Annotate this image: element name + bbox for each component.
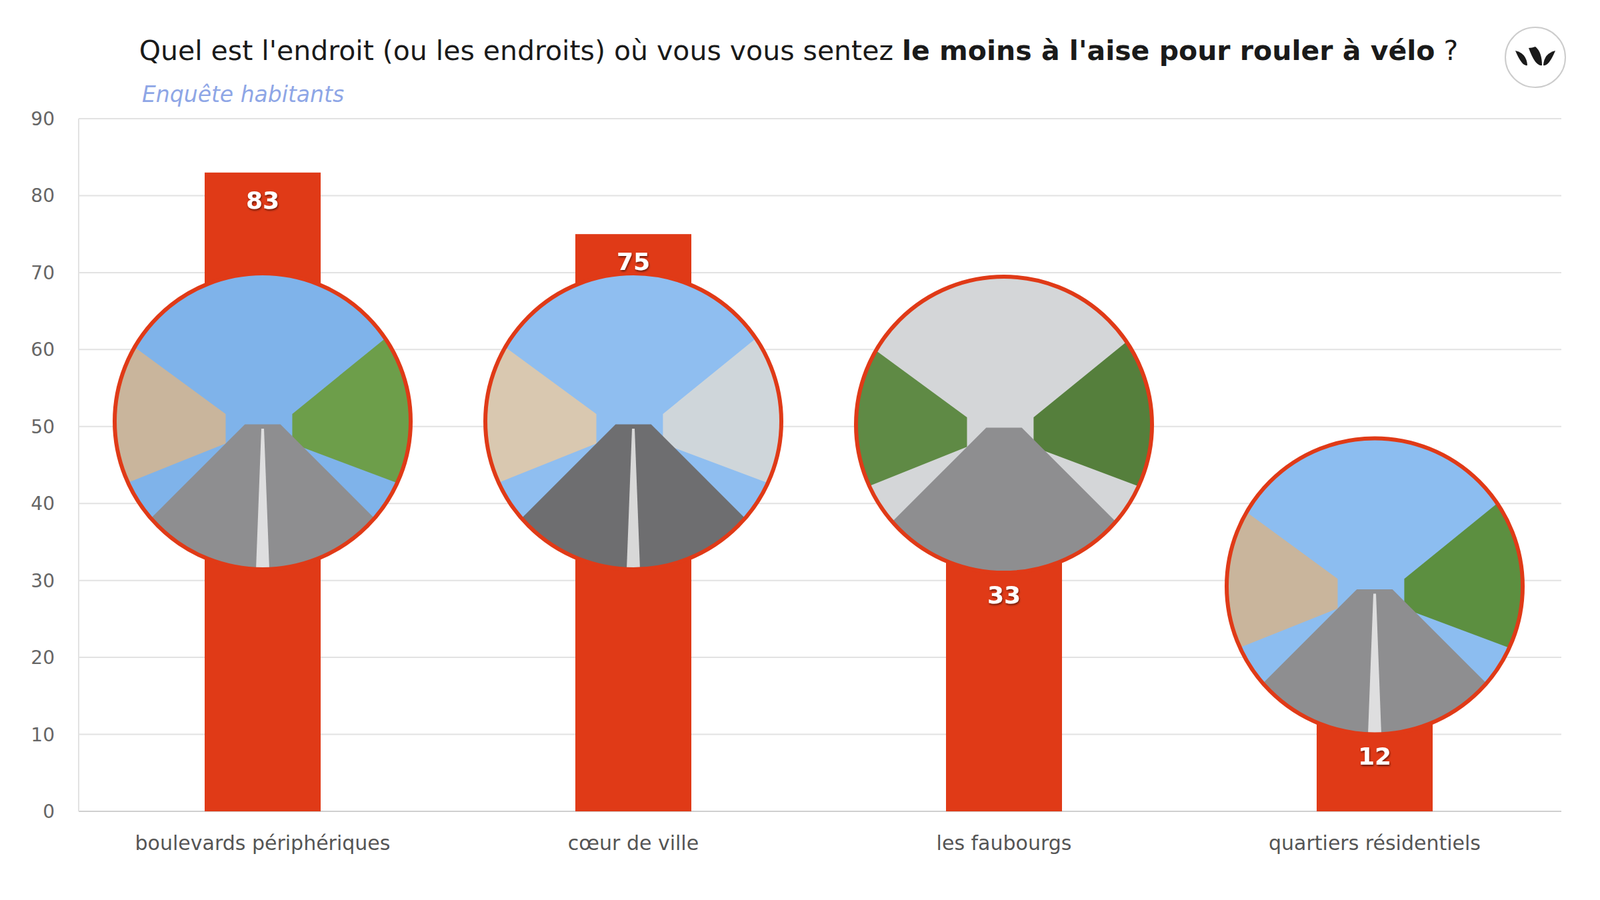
data-label: 12 [1358,742,1392,770]
y-tick-label: 20 [30,646,55,669]
bar [946,557,1062,812]
photo-road [841,427,1167,573]
photo-sky [114,273,411,570]
data-labels: 83 75 33 12 [246,186,1392,771]
chart-root: Quel est l'endroit (ou les endroits) où … [0,0,1600,900]
y-tick-label: 60 [30,338,55,361]
photo-road-mark [997,432,1011,573]
data-label: 83 [246,186,280,214]
y-tick-label: 30 [30,570,55,592]
photo-road [1212,589,1538,735]
photo [470,273,796,570]
grid-line [78,118,1562,120]
photo [841,276,1167,573]
y-tick-label: 80 [30,184,55,207]
photo-road-mark [1368,594,1382,735]
title-part: Quel est l'endroit (ou les endroits) où … [139,34,902,67]
photo-road [100,424,426,570]
photo [100,273,426,570]
y-axis-line [78,118,80,812]
photo-frame [856,276,1152,573]
data-label: 75 [616,248,650,276]
logo-leaf [1543,50,1556,66]
photo-road-mark [626,428,640,570]
y-tick-label: 0 [42,800,55,823]
photo-frame [1226,438,1523,734]
title: Quel est l'endroit (ou les endroits) où … [139,34,1459,67]
y-tick-label: 50 [30,416,55,438]
y-tick-label: 40 [30,492,55,515]
y-tick-label: 10 [30,724,55,746]
overlays [100,273,1538,734]
y-tick-label: 90 [30,108,55,130]
photo-sky [485,273,782,570]
chart-svg: Quel est l'endroit (ou les endroits) où … [0,0,1600,900]
photo-sky [1226,438,1523,734]
photo-frame [485,273,782,570]
logo-leaf [1528,46,1542,66]
grid: 0 10 20 30 40 50 60 70 80 90 [30,108,1562,823]
photo-frame [114,273,411,570]
logo-leaf [1515,50,1528,66]
x-tick-label: boulevards périphériques [135,831,391,855]
x-tick-label: quartiers résidentiels [1268,831,1481,855]
x-tick-label: cœur de ville [568,831,699,855]
photo [1212,438,1538,734]
title-emphasis: le moins à l'aise pour rouler à vélo [902,34,1436,67]
logo-circle [1505,27,1566,88]
logo [1505,27,1566,88]
y-tick-label: 70 [30,262,55,284]
data-label: 33 [987,581,1021,609]
x-tick-label: les faubourgs [936,831,1072,855]
title-part: ? [1435,34,1459,67]
subtitle: Enquête habitants [142,81,344,108]
photo-road-mark [256,428,270,570]
photo-road [470,424,796,570]
